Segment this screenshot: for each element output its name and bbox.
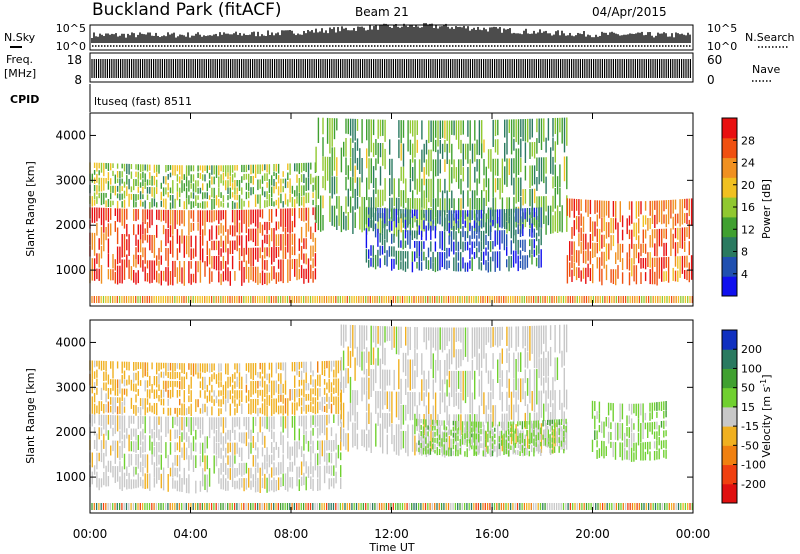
colorbar-tick-label: -15 <box>741 420 759 433</box>
colorbar-tick-label: -50 <box>741 439 759 452</box>
colorbar-swatch <box>722 197 737 218</box>
x-axis-label: Time UT <box>368 541 414 554</box>
cpid-value: ltuseq (fast) 8511 <box>94 95 192 108</box>
x-tick-labels: 00:00 04:00 08:00 12:00 16:00 20:00 00:00 <box>73 113 711 541</box>
y-tick-label: 4000 <box>55 335 86 349</box>
power-y-ticks: 1000 2000 3000 4000 <box>55 128 693 277</box>
velocity-ylabel: Slant Range [km] <box>24 368 37 464</box>
x-tick-label: 20:00 <box>575 527 610 541</box>
power-colorbar-title: Power [dB] <box>760 179 773 239</box>
date-title: 04/Apr/2015 <box>592 5 667 19</box>
colorbar-tick-label: 200 <box>741 343 762 356</box>
freq-bars <box>91 59 692 78</box>
colorbar-swatch <box>722 368 737 389</box>
colorbar-tick-label: 8 <box>741 246 748 259</box>
velocity-data <box>89 324 693 510</box>
colorbar-tick-label: 50 <box>741 382 755 395</box>
freq-label: Freq. <box>6 53 33 66</box>
freq-tick-top: 18 <box>67 53 82 67</box>
colorbar-swatch <box>722 426 737 446</box>
velocity-colorbar-title-sup: -1 <box>759 379 768 387</box>
station-title: Buckland Park (fitACF) <box>92 0 282 20</box>
colorbar-swatch <box>722 483 737 504</box>
beam-title: Beam 21 <box>355 5 409 19</box>
colorbar-swatch <box>722 256 737 277</box>
noise-strip-frame <box>89 24 694 51</box>
velocity-colorbar-title-main: Velocity [m s <box>760 386 773 457</box>
colorbar-swatch <box>722 464 737 485</box>
y-tick-label: 2000 <box>55 218 86 232</box>
power-colorbar: 4 8 12 16 20 24 28 <box>721 117 755 297</box>
noise-tick-top-right: 10^5 <box>707 22 737 35</box>
colorbar-tick-label: 20 <box>741 179 755 192</box>
x-tick-label: 16:00 <box>475 527 510 541</box>
y-tick-label: 3000 <box>55 380 86 394</box>
nsky-label: N.Sky <box>4 31 36 44</box>
velocity-colorbar-title-end: ] <box>760 374 773 378</box>
colorbar-swatch <box>722 137 737 159</box>
colorbar-tick-label: -100 <box>741 459 766 472</box>
nave-tick-bottom: 0 <box>707 73 715 87</box>
nsearch-label: N.Search <box>745 31 795 44</box>
colorbar-tick-label: 12 <box>741 223 755 236</box>
y-tick-label: 2000 <box>55 425 86 439</box>
colorbar-tick-label: -200 <box>741 478 766 491</box>
colorbar-tick-label: 24 <box>741 157 755 170</box>
colorbar-frame <box>721 329 738 504</box>
freq-unit: [MHz] <box>4 67 36 80</box>
cpid-label: CPID <box>10 93 39 106</box>
noise-bars <box>91 23 692 47</box>
y-tick-label: 1000 <box>55 263 86 277</box>
colorbar-swatch <box>722 330 737 350</box>
colorbar-swatch <box>722 177 737 198</box>
y-tick-label: 3000 <box>55 173 86 187</box>
noise-tick-bottom-right: 10^0 <box>707 40 737 53</box>
x-tick-label: 08:00 <box>274 527 309 541</box>
colorbar-swatch <box>722 406 737 427</box>
x-tick-label: 12:00 <box>374 527 409 541</box>
colorbar-swatch <box>722 349 737 369</box>
colorbar-swatch <box>722 118 737 139</box>
colorbar-tick-label: 100 <box>741 362 762 375</box>
velocity-y-ticks: 1000 2000 3000 4000 <box>55 335 693 484</box>
colorbar-swatch <box>722 276 737 297</box>
freq-strip-frame <box>89 52 694 83</box>
velocity-colorbar: -200 -100 -50 -15 15 50 100 200 <box>721 329 766 504</box>
x-tick-label: 00:00 <box>676 527 711 541</box>
freq-tick-bottom: 8 <box>74 73 82 87</box>
colorbar-swatch <box>722 157 737 178</box>
noise-tick-top-left: 10^5 <box>56 22 86 35</box>
colorbar-tick-label: 4 <box>741 268 748 281</box>
colorbar-swatch <box>722 445 737 466</box>
noise-tick-bottom-left: 10^0 <box>56 40 86 53</box>
nave-tick-top: 60 <box>707 53 722 67</box>
power-data <box>89 117 693 303</box>
x-tick-label: 00:00 <box>73 527 108 541</box>
y-tick-label: 1000 <box>55 470 86 484</box>
y-tick-label: 4000 <box>55 128 86 142</box>
colorbar-tick-label: 15 <box>741 401 755 414</box>
colorbar-swatch <box>722 216 737 238</box>
colorbar-swatch <box>722 236 737 257</box>
velocity-colorbar-title: Velocity [m s-1] <box>759 374 773 457</box>
colorbar-tick-label: 28 <box>741 134 755 147</box>
colorbar-swatch <box>722 387 737 408</box>
power-ylabel: Slant Range [km] <box>24 161 37 257</box>
colorbar-tick-label: 16 <box>741 201 755 214</box>
nave-label: Nave <box>752 63 780 76</box>
x-tick-label: 04:00 <box>173 527 208 541</box>
